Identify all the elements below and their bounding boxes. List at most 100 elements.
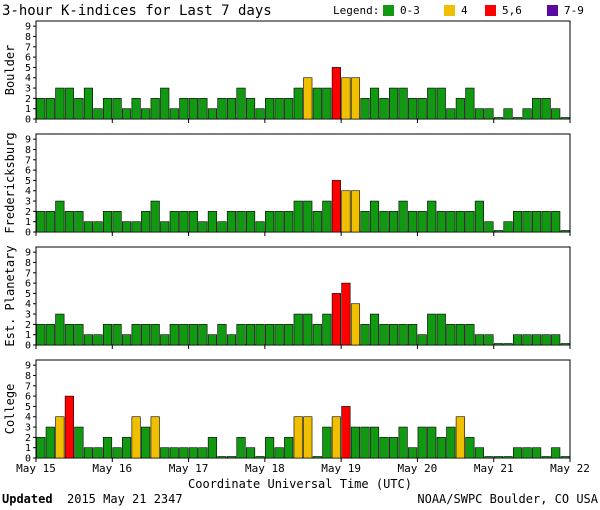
legend-label: Legend:	[333, 4, 379, 17]
y-tick-label: 3	[25, 84, 31, 95]
bar	[188, 98, 198, 120]
bar	[83, 87, 94, 120]
bar	[293, 416, 303, 459]
bar	[284, 437, 294, 459]
x-tick-label: May 20	[398, 462, 438, 475]
bar	[284, 324, 294, 346]
y-tick-label: 6	[25, 53, 31, 64]
bar	[389, 211, 399, 233]
bar	[169, 211, 179, 233]
bar	[45, 211, 55, 233]
bar	[83, 447, 94, 459]
bar	[512, 117, 523, 120]
y-axis-label: Est. Planetary	[3, 245, 17, 346]
bar	[36, 98, 46, 120]
y-tick-label: 1	[25, 217, 31, 228]
bar	[322, 426, 332, 459]
bar	[398, 426, 408, 459]
bar	[198, 324, 208, 346]
bar	[322, 200, 332, 233]
bar	[493, 456, 504, 459]
y-tick-label: 1	[25, 104, 31, 115]
bar	[493, 343, 504, 346]
bar	[188, 324, 198, 346]
y-tick-label: 4	[25, 299, 31, 310]
bar	[141, 211, 151, 233]
y-tick-label: 3	[25, 197, 31, 208]
bar	[474, 334, 484, 346]
bar	[112, 447, 122, 459]
bar	[446, 426, 456, 459]
y-tick-label: 0	[25, 228, 31, 239]
panel-frame	[35, 133, 571, 233]
bar	[217, 221, 227, 233]
bar	[532, 447, 542, 459]
bar	[436, 313, 446, 346]
bar	[303, 200, 313, 233]
bar	[484, 221, 494, 233]
bar	[455, 211, 465, 233]
bar	[217, 456, 227, 459]
bar	[350, 77, 361, 120]
bar	[150, 324, 160, 346]
bar	[179, 211, 189, 233]
y-tick-label: 2	[25, 207, 31, 218]
y-tick-label: 6	[25, 392, 31, 403]
bar	[436, 437, 446, 459]
bar	[74, 426, 84, 459]
bar	[341, 77, 351, 120]
bar	[474, 200, 484, 233]
bar	[45, 324, 55, 346]
bar	[255, 456, 265, 459]
bar	[446, 324, 456, 346]
bar	[522, 447, 532, 459]
bar	[560, 456, 570, 459]
bar	[389, 87, 399, 120]
bar	[360, 211, 370, 233]
bar	[179, 447, 189, 459]
legend-swatch-4	[444, 5, 455, 16]
y-tick-label: 9	[25, 135, 31, 146]
updated-value: 2015 May 21 2347	[67, 492, 183, 506]
bar	[389, 437, 399, 459]
bar	[493, 230, 504, 233]
bar	[465, 324, 475, 346]
bar	[55, 87, 65, 120]
bar	[160, 87, 170, 120]
bar	[551, 447, 561, 459]
legend-swatch-0-3	[383, 5, 394, 16]
bar	[207, 211, 217, 233]
bar	[255, 221, 265, 233]
bar	[236, 324, 246, 346]
bar	[312, 324, 322, 346]
bar	[45, 98, 55, 120]
bar	[379, 324, 389, 346]
bar	[45, 426, 55, 459]
y-tick-label: 5	[25, 289, 31, 300]
bar	[64, 324, 74, 346]
bar	[93, 221, 103, 233]
bar	[55, 416, 65, 459]
bar	[303, 416, 313, 459]
bar	[446, 108, 456, 120]
bar	[303, 313, 313, 346]
bar	[93, 108, 103, 120]
bar	[169, 324, 179, 346]
bar	[417, 426, 427, 459]
bar	[217, 324, 227, 346]
bar	[112, 324, 122, 346]
y-tick-label: 0	[25, 454, 31, 465]
bar	[141, 426, 151, 459]
bar	[255, 324, 265, 346]
bar	[493, 117, 504, 120]
legend-swatch-5-6	[485, 5, 496, 16]
bar	[188, 447, 198, 459]
legend-item-0-3: 0-3	[400, 4, 420, 17]
bar	[522, 334, 532, 346]
bar	[131, 324, 141, 346]
x-tick-label: May 22	[550, 462, 590, 475]
bar	[398, 200, 408, 233]
bar	[74, 98, 84, 120]
bar	[265, 324, 275, 346]
